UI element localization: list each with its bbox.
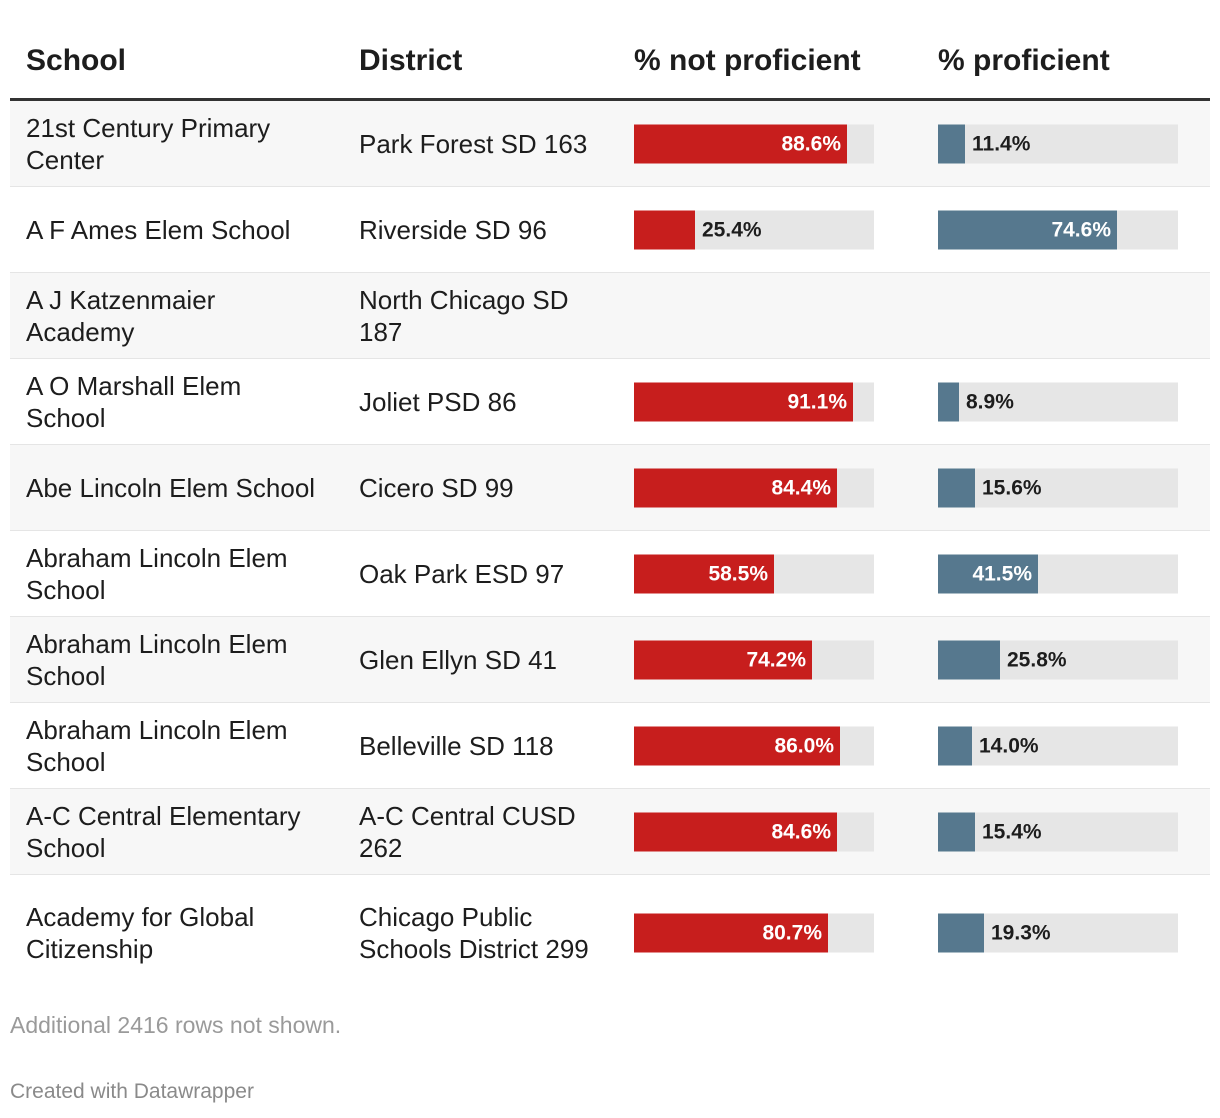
school-cell: Academy for Global Citizenship <box>26 902 255 964</box>
not-proficient-bar-track: 80.7% <box>634 913 874 953</box>
proficient-bar <box>938 812 975 851</box>
not-proficient-value-label: 84.6% <box>771 820 831 843</box>
district-cell: A-C Central CUSD 262 <box>359 800 576 863</box>
proficient-value-label: 41.5% <box>972 562 1032 585</box>
district-cell: Joliet PSD 86 <box>359 386 517 417</box>
not-proficient-value-label: 74.2% <box>746 648 806 671</box>
proficient-bar <box>938 554 1038 593</box>
proficient-bar-track: 74.6% <box>938 210 1178 249</box>
proficient-value-label: 8.9% <box>966 390 1014 413</box>
table-row: A J Katzenmaier Academy North Chicago SD … <box>10 273 1210 359</box>
proficient-bar <box>938 640 1000 679</box>
school-cell: Abraham Lincoln Elem School <box>26 714 288 777</box>
proficient-bar-track: 11.4% <box>938 124 1178 163</box>
district-cell: Cicero SD 99 <box>359 472 514 503</box>
not-proficient-bar <box>634 554 774 593</box>
not-proficient-bar-track: 88.6% <box>634 124 874 163</box>
not-proficient-bar <box>634 640 812 679</box>
not-proficient-value-label: 80.7% <box>762 921 822 945</box>
proficient-value-label: 15.4% <box>982 820 1042 843</box>
proficient-value-label: 14.0% <box>979 734 1039 757</box>
not-proficient-bar-track: 84.6% <box>634 812 874 851</box>
not-proficient-bar-track: 25.4% <box>634 210 874 249</box>
not-proficient-value-label: 84.4% <box>771 476 831 499</box>
table-row: Abe Lincoln Elem School Cicero SD 99 84.4%… <box>10 445 1210 531</box>
district-cell: Oak Park ESD 97 <box>359 558 565 589</box>
proficient-value-label: 25.8% <box>1007 648 1067 671</box>
school-cell: A O Marshall Elem School <box>26 370 242 433</box>
proficient-bar <box>938 382 959 421</box>
not-proficient-bar-track: 58.5% <box>634 554 874 593</box>
proficient-bar <box>938 726 972 765</box>
not-proficient-bar-track: 74.2% <box>634 640 874 679</box>
not-proficient-bar <box>634 812 837 851</box>
header-not-proficient[interactable]: % not proficient <box>634 44 861 77</box>
header-proficient[interactable]: % proficient <box>938 44 1110 77</box>
not-proficient-value-label: 88.6% <box>781 132 841 155</box>
not-proficient-bar-track: 86.0% <box>634 726 874 765</box>
proficient-bar-track: 19.3% <box>938 913 1178 953</box>
table-body: 21st Century Primary Center Park Forest S… <box>10 101 1210 991</box>
table-row: Abraham Lincoln Elem School Belleville SD… <box>10 703 1210 789</box>
not-proficient-bar <box>634 382 853 421</box>
proficient-bar-track: 25.8% <box>938 640 1178 679</box>
header-school[interactable]: School <box>26 44 127 77</box>
table-header: School District % not proficient % profi… <box>10 0 1210 101</box>
table-row: A F Ames Elem School Riverside SD 96 25.4%… <box>10 187 1210 273</box>
district-cell: Park Forest SD 163 <box>359 128 588 159</box>
school-cell: Abraham Lincoln Elem School <box>26 542 288 605</box>
proficient-bar-track: 15.4% <box>938 812 1178 851</box>
table-row: A O Marshall Elem School Joliet PSD 86 91.… <box>10 359 1210 445</box>
proficient-bar <box>938 468 975 507</box>
table-row: Academy for Global Citizenship Chicago Pu… <box>10 875 1210 991</box>
school-cell: Abraham Lincoln Elem School <box>26 628 288 691</box>
school-cell: Abe Lincoln Elem School <box>26 472 316 503</box>
not-proficient-bar-track: 84.4% <box>634 468 874 507</box>
proficient-bar <box>938 124 965 163</box>
datawrapper-credit[interactable]: Created with Datawrapper <box>10 1080 254 1103</box>
proficient-value-label: 15.6% <box>982 476 1042 499</box>
table-row: Abraham Lincoln Elem School Oak Park ESD … <box>10 531 1210 617</box>
table-row: A-C Central Elementary School A-C Central… <box>10 789 1210 875</box>
district-cell: Glen Ellyn SD 41 <box>359 644 557 675</box>
school-cell: 21st Century Primary Center <box>26 112 271 175</box>
not-proficient-value-label: 91.1% <box>787 390 847 413</box>
district-cell: Riverside SD 96 <box>359 214 547 245</box>
header-district[interactable]: District <box>359 44 463 77</box>
not-proficient-bar <box>634 124 847 163</box>
district-cell: Chicago Public Schools District 299 <box>359 902 589 964</box>
district-cell: North Chicago SD 187 <box>359 284 569 347</box>
proficient-value-label: 11.4% <box>972 132 1031 155</box>
not-proficient-value-label: 86.0% <box>774 734 834 757</box>
not-proficient-bar <box>634 468 837 507</box>
not-proficient-bar <box>634 726 840 765</box>
not-proficient-bar <box>634 210 695 249</box>
table-row: 21st Century Primary Center Park Forest S… <box>10 101 1210 187</box>
not-proficient-bar-track: 91.1% <box>634 382 874 421</box>
school-cell: A-C Central Elementary School <box>26 800 301 863</box>
proficient-bar <box>938 913 984 953</box>
proficient-bar-track: 8.9% <box>938 382 1178 421</box>
district-cell: Belleville SD 118 <box>359 730 554 761</box>
not-proficient-value-label: 58.5% <box>708 562 768 585</box>
results-table: School District % not proficient % profi… <box>10 0 1210 991</box>
rows-not-shown-note: Additional 2416 rows not shown. <box>10 1012 342 1038</box>
proficient-value-label: 74.6% <box>1051 218 1111 241</box>
proficient-bar-track: 14.0% <box>938 726 1178 765</box>
proficient-bar-track: 41.5% <box>938 554 1178 593</box>
table-row: Abraham Lincoln Elem School Glen Ellyn SD… <box>10 617 1210 703</box>
school-cell: A F Ames Elem School <box>26 214 291 245</box>
proficient-value-label: 19.3% <box>991 921 1051 945</box>
proficient-bar <box>938 210 1117 249</box>
school-cell: A J Katzenmaier Academy <box>26 284 216 347</box>
not-proficient-bar <box>634 913 828 953</box>
not-proficient-value-label: 25.4% <box>702 218 762 241</box>
proficient-bar-track: 15.6% <box>938 468 1178 507</box>
